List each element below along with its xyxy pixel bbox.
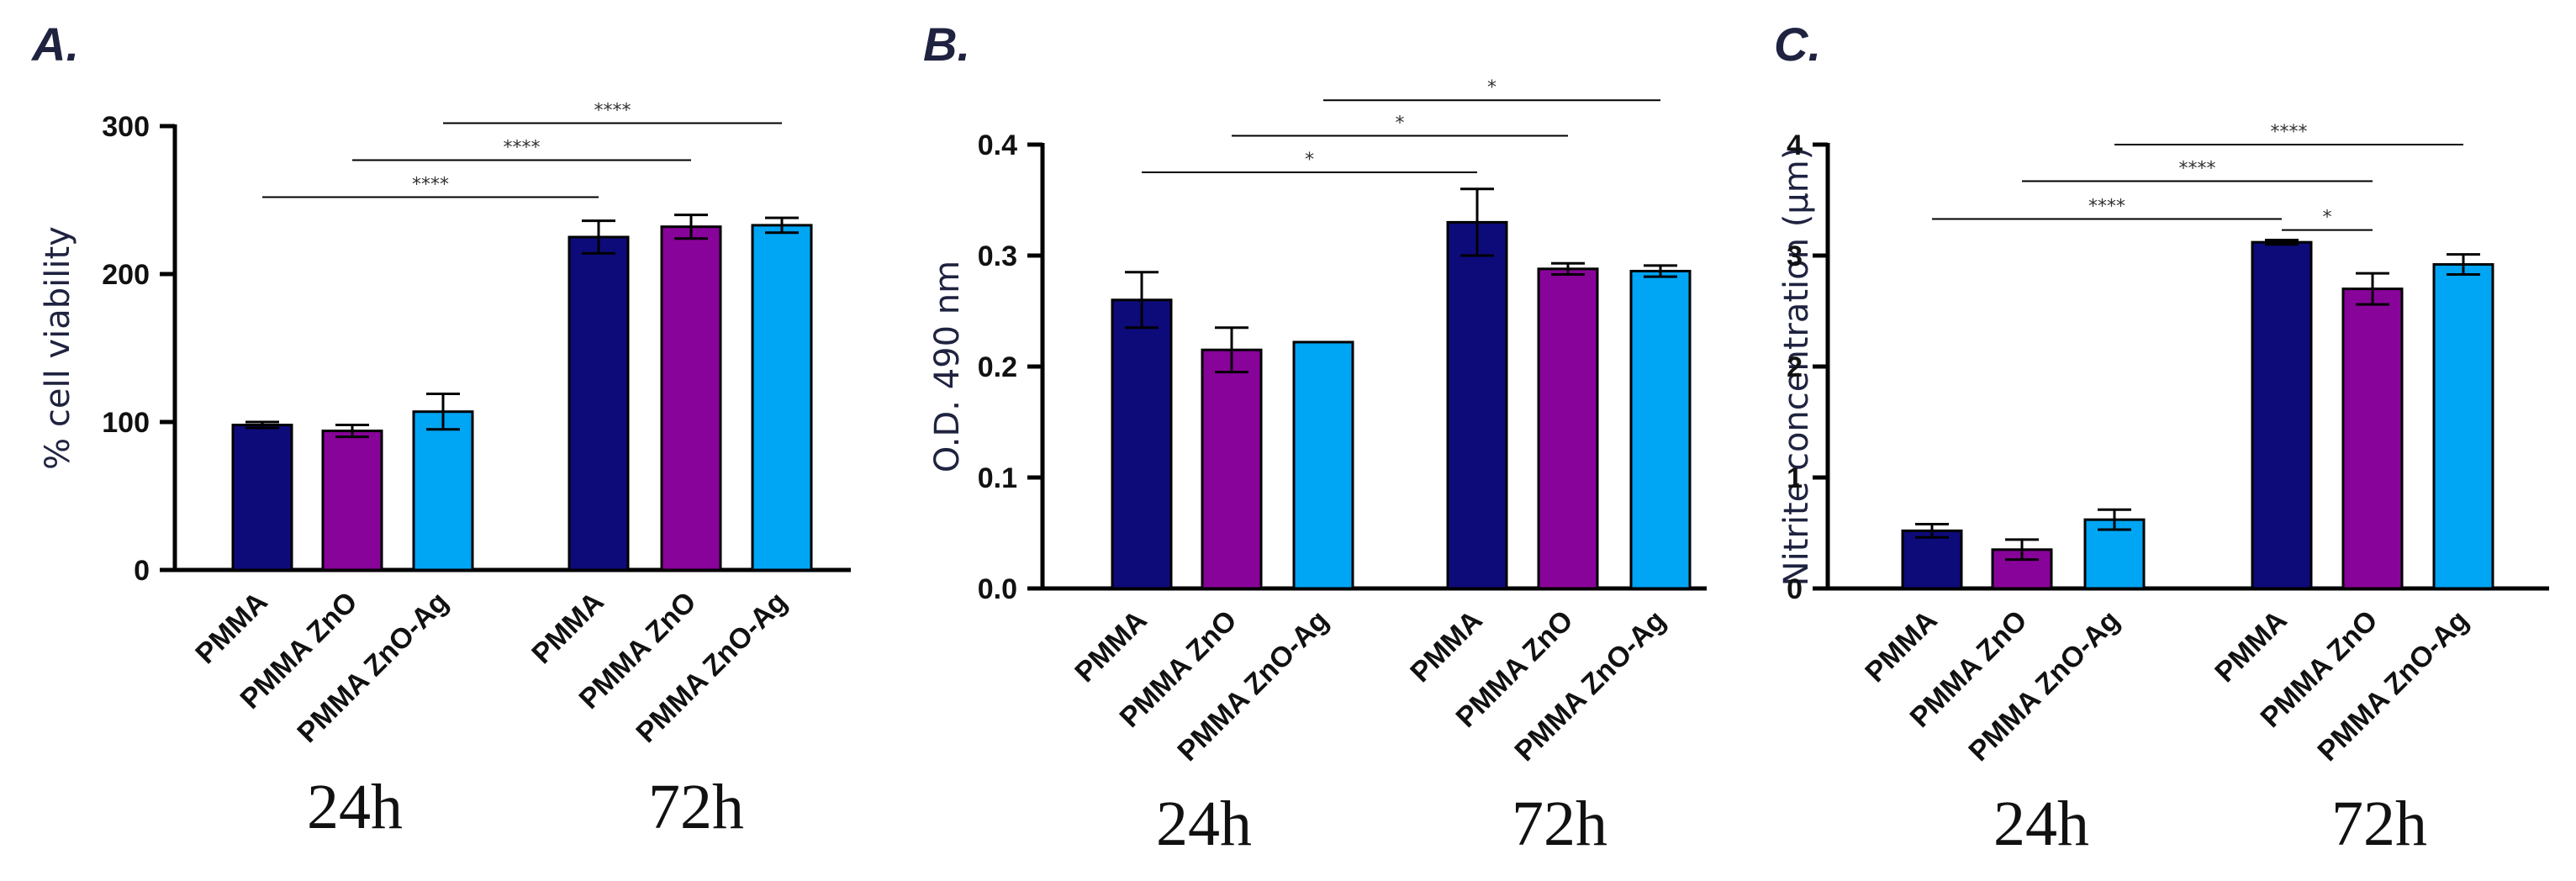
significance-label: **** (2088, 196, 2125, 217)
bar (660, 225, 722, 572)
group-label: 72h (2331, 789, 2427, 859)
y-tick-label: 1 (1787, 462, 1803, 494)
y-tick-label: 300 (102, 111, 150, 143)
y-axis-label: % cell viability (39, 226, 77, 470)
significance-label: * (1396, 113, 1405, 134)
significance-label: * (2323, 208, 2332, 229)
bar (231, 424, 293, 572)
chart-panel-3: C. Nitrite concentration (μm)0 1 2 3 4 PMMA PMM… (1774, 18, 2549, 859)
x-tick-label: PMMA (1404, 604, 1488, 688)
panel-letter: C. (1774, 18, 1821, 71)
y-tick-label: 200 (102, 259, 150, 291)
bar (412, 410, 474, 572)
x-tick-label: PMMA (2209, 604, 2293, 688)
y-tick-label: 3 (1787, 240, 1803, 272)
bar (1201, 348, 1263, 590)
y-tick-label: 0.2 (978, 351, 1017, 383)
group-label: 24h (1156, 789, 1252, 859)
significance-label: **** (504, 137, 541, 158)
y-tick-label: 0 (134, 555, 150, 587)
bar (1537, 267, 1599, 590)
panel-letter: B. (923, 18, 970, 71)
bar (1629, 269, 1692, 590)
bar (321, 430, 383, 572)
x-tick-label: PMMA (1859, 604, 1943, 688)
significance-label: **** (594, 100, 631, 121)
significance-label: **** (412, 174, 449, 195)
y-axis-label: O.D. 490 nm (928, 261, 967, 472)
significance-label: **** (2271, 122, 2308, 143)
panel-letter: A. (30, 18, 79, 71)
y-tick-label: 0.4 (978, 129, 1017, 161)
bar (1446, 220, 1508, 590)
x-tick-label: PMMA (1069, 604, 1153, 688)
bar (1901, 529, 1963, 590)
significance-label: * (1487, 77, 1497, 98)
y-tick-label: 0.0 (978, 573, 1017, 605)
group-label: 24h (1993, 789, 2089, 859)
bar (2432, 263, 2494, 590)
bar (2251, 240, 2313, 590)
y-tick-label: 2 (1787, 351, 1803, 383)
x-tick-label: PMMA (189, 586, 273, 670)
bar (1111, 298, 1173, 590)
group-label: 72h (648, 772, 744, 842)
y-tick-label: 0 (1787, 573, 1803, 605)
bar (751, 224, 813, 572)
y-tick-label: 0.1 (978, 462, 1017, 494)
y-tick-label: 4 (1787, 129, 1803, 161)
y-tick-label: 100 (102, 407, 150, 439)
y-tick-label: 0.3 (978, 240, 1017, 272)
bar (567, 235, 630, 572)
y-axis-label: Nitrite concentration (μm) (1777, 147, 1816, 587)
significance-label: * (1305, 150, 1314, 171)
group-label: 72h (1512, 789, 1607, 859)
bar (1292, 340, 1354, 590)
x-tick-label: PMMA (525, 586, 610, 670)
group-label: 24h (307, 772, 403, 842)
bar (2341, 288, 2404, 590)
significance-label: **** (2179, 159, 2216, 180)
